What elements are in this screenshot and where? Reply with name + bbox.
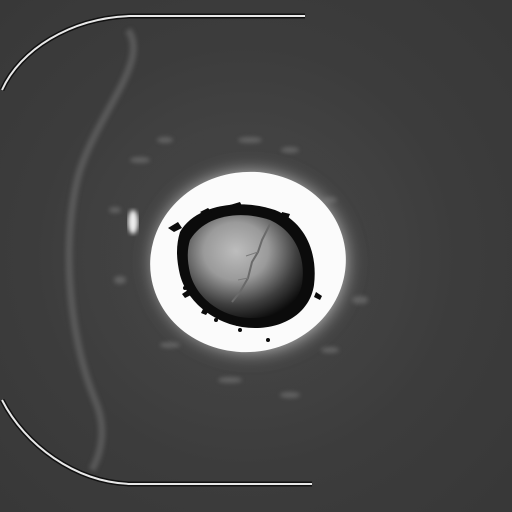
bright-focus <box>128 210 138 234</box>
frame-curve-top <box>1 15 305 91</box>
necrotic-core <box>187 215 303 318</box>
soft-inner-curve <box>65 27 137 472</box>
core-fissure-branches <box>237 251 259 281</box>
rim-flecks <box>168 202 322 342</box>
frame-curve-bottom <box>1 399 312 485</box>
core-fissure <box>231 223 271 303</box>
